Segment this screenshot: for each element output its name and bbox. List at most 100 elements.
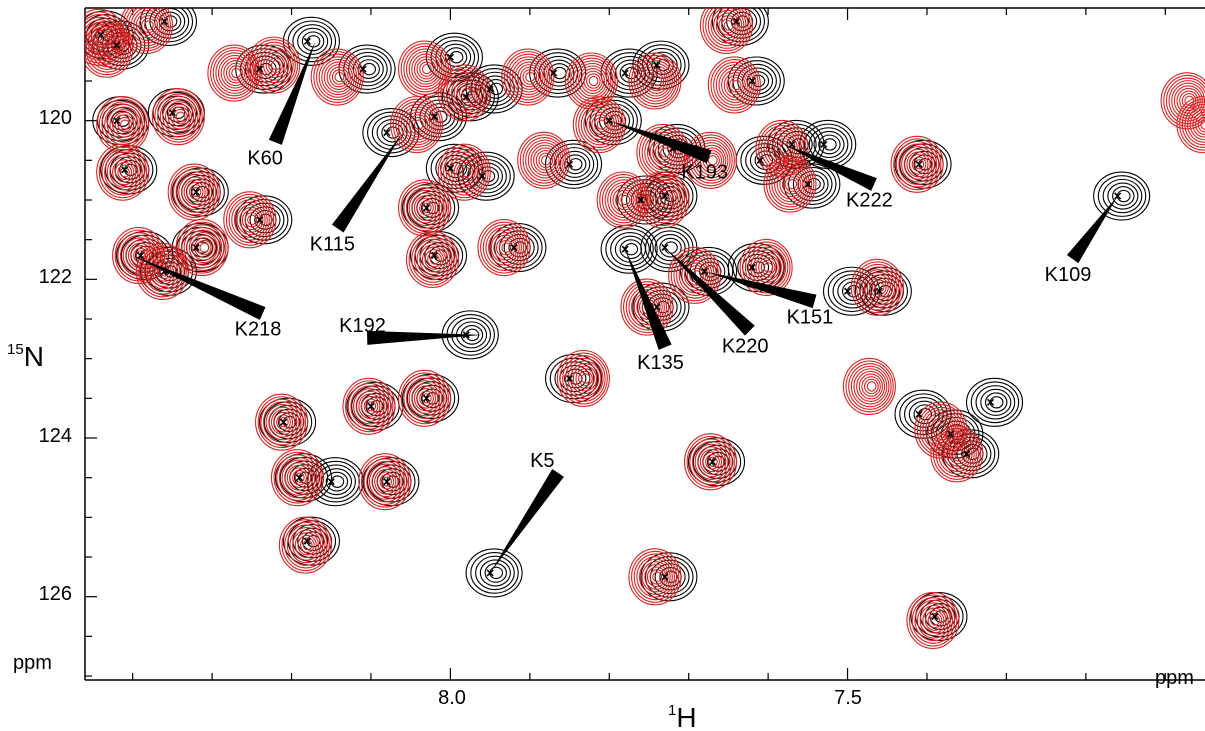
black-contour-level: [346, 381, 404, 431]
x-axis-title-superscript: 1: [668, 702, 676, 719]
black-contour-level: [484, 563, 507, 583]
black-contour-level: [362, 62, 376, 76]
black-contour-level: [903, 396, 944, 432]
annotation-pointer: [366, 330, 483, 345]
red-contour-level: [461, 167, 472, 178]
red-contour-level: [445, 151, 485, 193]
red-contour-level: [408, 233, 457, 286]
black-peak: [544, 139, 603, 189]
red-contour-level: [678, 257, 713, 294]
red-contour-level: [559, 352, 608, 405]
red-contour-level: [1179, 98, 1205, 151]
red-contour-level: [154, 90, 203, 143]
red-contour-level: [236, 204, 266, 236]
peak-cross: [637, 196, 645, 204]
red-contour-level: [578, 370, 593, 387]
black-contour-level: [144, 250, 194, 293]
red-contour-level: [130, 8, 165, 44]
black-contour-level: [533, 52, 583, 94]
red-contour-level: [199, 242, 210, 253]
peak-cross-markers: [97, 17, 1122, 621]
red-contour-level: [239, 206, 264, 233]
red-contour-level: [284, 462, 314, 494]
red-contour-level: [413, 56, 439, 83]
red-peak: [398, 369, 452, 427]
red-contour-level: [395, 101, 439, 148]
black-contour-level: [664, 241, 678, 254]
red-contour-level: [268, 406, 298, 438]
red-contour-level: [914, 159, 925, 170]
red-contour-level: [98, 38, 119, 60]
red-contour-level: [567, 360, 602, 397]
red-contour-level: [901, 146, 935, 183]
red-contour-level: [488, 229, 522, 266]
red-contour-level: [286, 524, 326, 566]
red-contour-level: [787, 178, 798, 190]
red-contour-level: [416, 197, 437, 219]
red-contour-level: [869, 276, 889, 298]
red-contour-level: [1189, 109, 1205, 141]
red-peak: [636, 123, 690, 181]
red-contour-level: [752, 251, 782, 283]
red-contour-level: [456, 161, 476, 183]
red-contour-level: [294, 532, 320, 559]
red-contour-level: [127, 8, 167, 47]
black-contour-level: [1102, 178, 1143, 214]
red-contour-level: [856, 370, 886, 402]
red-contour-level: [697, 144, 727, 176]
red-contour-level: [376, 471, 397, 493]
red-contour-level: [440, 66, 489, 119]
red-contour-level: [157, 93, 201, 141]
black-contour-level: [842, 281, 865, 302]
red-contour-level: [149, 255, 179, 287]
red-contour-level: [382, 476, 393, 487]
red-contour-level: [408, 114, 429, 135]
red-contour-level: [270, 409, 296, 436]
black-contour-level: [965, 377, 1024, 427]
black-contour-level: [338, 44, 396, 94]
peak-cross: [510, 244, 518, 252]
black-contour-level: [475, 555, 515, 591]
black-contour-level: [548, 63, 571, 83]
red-contour-level: [686, 265, 707, 286]
red-contour-level: [501, 242, 512, 253]
red-contour-level: [922, 607, 947, 634]
black-contour-level: [513, 241, 527, 254]
black-contour-level: [444, 158, 468, 179]
red-contour-level: [588, 75, 599, 87]
black-contour-level: [176, 171, 225, 213]
red-contour-level: [427, 251, 442, 268]
peak-cross: [931, 612, 939, 621]
red-contour-level: [623, 281, 672, 334]
peak-cross: [383, 478, 391, 486]
red-contour-level: [247, 36, 301, 94]
red-contour-level: [408, 189, 443, 227]
annotation-pointer: [490, 468, 564, 573]
peak-cross: [359, 65, 367, 73]
red-contour-level: [593, 116, 609, 133]
red-contour-level: [456, 82, 476, 104]
red-contour-level: [416, 241, 451, 278]
red-peak: [850, 258, 904, 316]
red-contour-level: [951, 446, 967, 462]
red-peak: [699, 8, 753, 54]
red-contour-level: [927, 414, 957, 446]
red-contour-level: [443, 148, 487, 196]
red-contour-level: [265, 54, 286, 76]
black-contour-level: [554, 147, 595, 182]
red-contour-level: [286, 464, 312, 491]
red-contour-level: [906, 151, 931, 178]
black-contour-level: [563, 154, 587, 175]
peak-cross: [446, 164, 454, 172]
red-contour-level: [713, 9, 743, 42]
red-contour-level: [143, 250, 183, 293]
red-contour-level: [334, 71, 345, 83]
black-contour-level: [465, 548, 523, 598]
red-contour-level: [228, 196, 273, 244]
red-contour-level: [742, 241, 791, 294]
red-contour-level: [699, 8, 753, 54]
red-contour-level: [517, 131, 571, 189]
red-contour-level: [636, 556, 676, 598]
black-contour-level: [818, 134, 841, 155]
red-contour-level: [646, 181, 681, 219]
